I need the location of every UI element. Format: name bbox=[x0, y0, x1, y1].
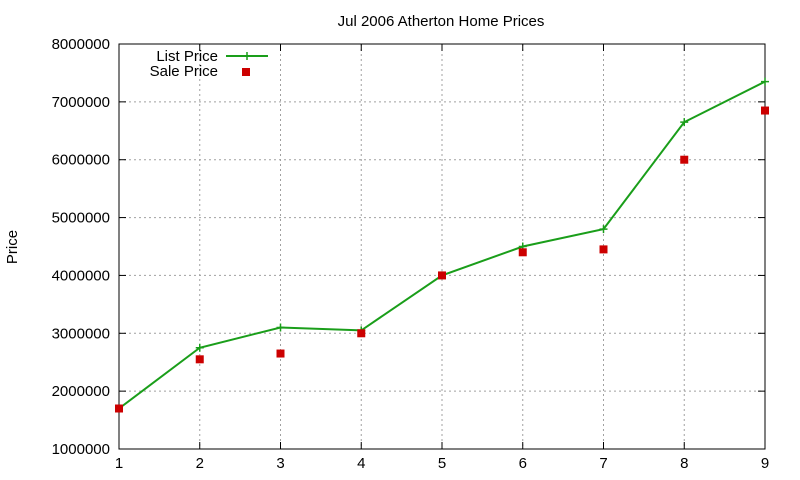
x-tick-label: 5 bbox=[438, 455, 446, 472]
chart-title: Jul 2006 Atherton Home Prices bbox=[338, 13, 545, 30]
sale-price-point bbox=[680, 155, 689, 164]
x-tick-label: 2 bbox=[196, 455, 204, 472]
sale-price-point bbox=[599, 245, 608, 254]
x-tick-label: 7 bbox=[599, 455, 607, 472]
y-tick-label: 1000000 bbox=[52, 441, 110, 458]
list-price-point bbox=[195, 343, 204, 352]
legend-label-list-price: List Price bbox=[156, 48, 218, 65]
x-tick-label: 1 bbox=[115, 455, 123, 472]
sale-price-point bbox=[761, 106, 769, 115]
list-price-point bbox=[276, 323, 285, 332]
y-axis-label: Price bbox=[4, 230, 21, 264]
legend: List Price Sale Price bbox=[150, 48, 268, 80]
list-price-point bbox=[761, 77, 769, 86]
axis-ticks: 1000000 2000000 3000000 4000000 5000000 60000… bbox=[52, 36, 770, 472]
list-price-point bbox=[599, 225, 608, 234]
sale-price-point bbox=[357, 329, 366, 338]
y-tick-label: 3000000 bbox=[52, 325, 110, 342]
list-price-point bbox=[680, 118, 689, 127]
legend-plus-glyph bbox=[243, 52, 251, 60]
sale-price-point bbox=[518, 248, 527, 257]
legend-marker-sale-price bbox=[242, 68, 250, 76]
legend-marker-list-price bbox=[243, 52, 251, 60]
x-tick-label: 9 bbox=[761, 455, 769, 472]
x-tick-label: 3 bbox=[276, 455, 284, 472]
sale-price-point bbox=[115, 404, 123, 413]
y-tick-label: 5000000 bbox=[52, 210, 110, 227]
y-tick-label: 6000000 bbox=[52, 152, 110, 169]
grid bbox=[119, 44, 765, 449]
y-tick-label: 4000000 bbox=[52, 267, 110, 284]
y-tick-label: 8000000 bbox=[52, 36, 110, 53]
x-tick-label: 8 bbox=[680, 455, 688, 472]
series bbox=[115, 77, 769, 413]
y-tick-label: 2000000 bbox=[52, 383, 110, 400]
sale-price-point bbox=[195, 355, 204, 364]
x-tick-label: 4 bbox=[357, 455, 365, 472]
sale-price-point bbox=[276, 349, 285, 358]
x-tick-label: 6 bbox=[519, 455, 527, 472]
y-tick-label: 7000000 bbox=[52, 94, 110, 111]
legend-label-sale-price: Sale Price bbox=[150, 63, 218, 80]
sale-price-point bbox=[438, 271, 446, 280]
